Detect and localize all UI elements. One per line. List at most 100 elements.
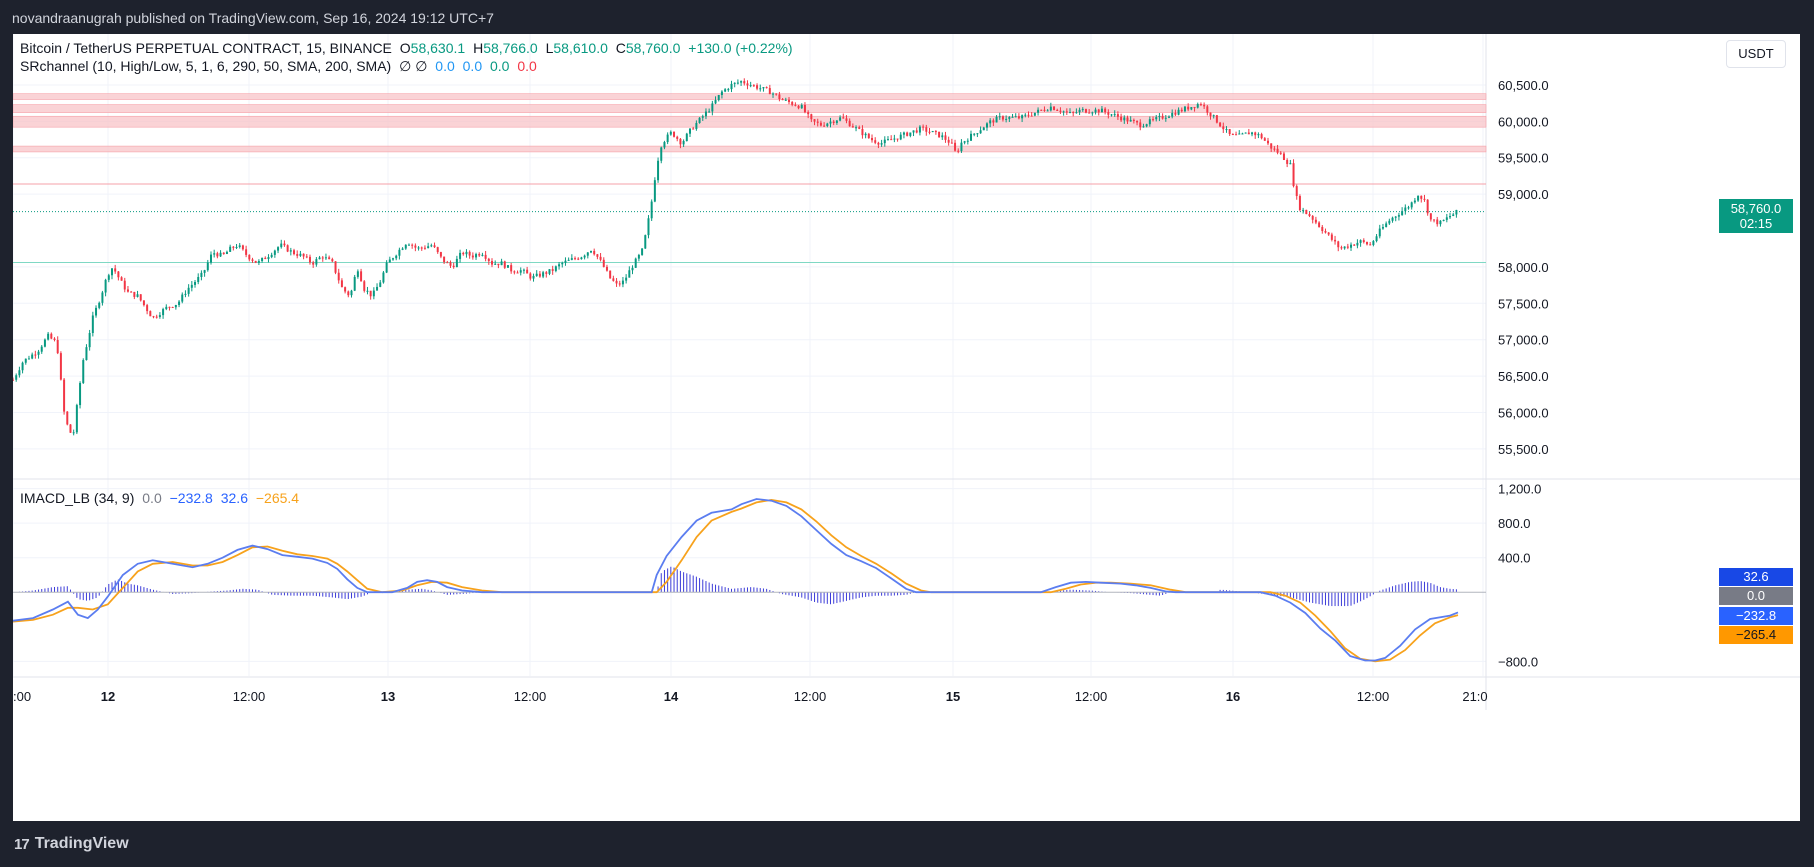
candle-body (1075, 112, 1078, 114)
candle-body (1069, 112, 1072, 114)
candle-body (181, 294, 184, 302)
candle-body (973, 133, 976, 135)
candle-body (641, 248, 644, 255)
publisher-text: novandraanugrah published on TradingView… (12, 10, 494, 26)
time-tick-label: 12:00 (794, 689, 827, 704)
candle-body (1334, 239, 1337, 242)
resistance-zone (13, 115, 1487, 128)
candle-body (104, 279, 107, 293)
candle-body (430, 245, 433, 247)
candle-body (1337, 241, 1340, 248)
candle-body (206, 262, 209, 271)
macd-value-0: 0.0 (142, 490, 162, 506)
candle-body (615, 280, 618, 284)
symbol-legend: Bitcoin / TetherUS PERPETUAL CONTRACT, 1… (20, 40, 793, 56)
candle-body (436, 247, 439, 253)
time-tick-label: 12:00 (233, 689, 266, 704)
candle-body (1410, 202, 1413, 208)
candle-body (1289, 163, 1292, 165)
candle-body (452, 265, 455, 268)
symbol-name[interactable]: Bitcoin / TetherUS PERPETUAL CONTRACT, 1… (20, 40, 392, 56)
macd-legend: IMACD_LB (34, 9) 0.0 −232.8 32.6 −265.4 (20, 490, 299, 506)
candle-body (880, 143, 883, 145)
candle-body (487, 258, 490, 262)
candle-body (1429, 213, 1432, 220)
candle-body (369, 290, 372, 297)
candle-body (1235, 134, 1238, 136)
candle-body (743, 81, 746, 84)
candle-body (931, 131, 934, 133)
candle-body (762, 87, 765, 89)
macd-name[interactable]: IMACD_LB (34, 9) (20, 490, 135, 506)
candle-body (1001, 116, 1004, 120)
last-price-tag: 58,760.0 02:15 (1719, 199, 1793, 233)
candle-body (621, 280, 624, 285)
time-tick-label: 12:00 (1075, 689, 1108, 704)
chart-canvas[interactable]: 60,500.0 60,000.0 59,500.0 59,000.0 58,000.0… (13, 34, 1800, 821)
candle-body (637, 254, 640, 259)
candle-body (337, 272, 340, 281)
candle-body (1081, 109, 1084, 111)
candle-body (79, 382, 82, 406)
candle-body (535, 273, 538, 276)
candle-body (1445, 217, 1448, 220)
candle-body (318, 257, 321, 260)
candle-body (1005, 118, 1008, 120)
candle-body (1388, 220, 1391, 224)
candle-body (1308, 214, 1311, 217)
candle-body (1260, 134, 1263, 139)
candle-body (979, 130, 982, 134)
candle-body (72, 432, 75, 434)
candle-body (1148, 119, 1151, 125)
candle-body (1381, 227, 1384, 229)
resistance-zone (13, 93, 1487, 100)
candle-body (1171, 112, 1174, 117)
candle-body (299, 253, 302, 256)
candle-body (146, 305, 149, 312)
candle-body (902, 132, 905, 135)
sr-name[interactable]: SRchannel (10, High/Low, 5, 1, 6, 290, 5… (20, 58, 392, 74)
time-tick-label: 14 (664, 689, 679, 704)
candle-body (871, 138, 874, 141)
candle-body (254, 260, 257, 263)
candle-body (376, 286, 379, 291)
candle-body (1452, 214, 1455, 217)
close-value: 58,760.0 (625, 40, 681, 56)
currency-button[interactable]: USDT (1726, 40, 1786, 68)
candle-body (1340, 247, 1343, 249)
sr-value-1: 0.0 (435, 58, 455, 74)
candle-body (350, 290, 353, 296)
chart-panel[interactable]: 60,500.0 60,000.0 59,500.0 59,000.0 58,000.0… (13, 34, 1800, 821)
candle-body (1311, 216, 1314, 220)
candle-body (382, 272, 385, 283)
candle-body (1183, 106, 1186, 112)
candle-body (107, 275, 110, 280)
candle-body (522, 269, 525, 271)
candle-body (1091, 112, 1094, 114)
tradingview-logo[interactable]: 17 TradingView (14, 835, 129, 853)
candle-body (114, 268, 117, 272)
candle-body (1273, 148, 1276, 150)
candle-body (1241, 133, 1244, 135)
candle-body (31, 354, 34, 359)
candle-body (1030, 115, 1033, 117)
candle-body (1196, 104, 1199, 108)
candle-body (385, 262, 388, 273)
candle-body (669, 131, 672, 135)
time-tick-label: 13 (381, 689, 395, 704)
price-tick-label: 60,000.0 (1498, 114, 1549, 129)
candle-body (1417, 195, 1420, 201)
candle-body (344, 287, 347, 292)
candle-body (954, 142, 957, 151)
candle-body (1394, 216, 1397, 218)
candle-body (925, 127, 928, 132)
candle-body (47, 333, 50, 340)
candle-body (1314, 219, 1317, 223)
candle-body (50, 333, 53, 339)
candle-body (1094, 109, 1097, 113)
candle-body (334, 261, 337, 273)
candle-body (1423, 198, 1426, 200)
candle-body (551, 269, 554, 271)
candle-body (1059, 110, 1062, 112)
candle-body (676, 136, 679, 139)
